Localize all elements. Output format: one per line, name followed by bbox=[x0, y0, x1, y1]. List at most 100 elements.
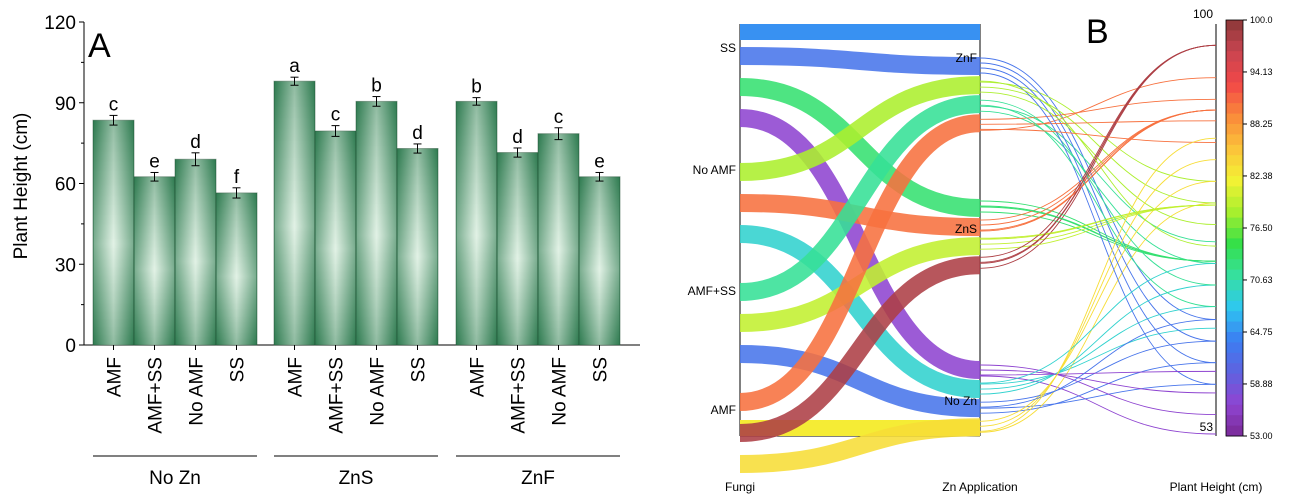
colorbar-segment bbox=[1226, 186, 1243, 198]
height-line bbox=[979, 383, 1217, 409]
height-line bbox=[979, 204, 1217, 250]
x-tick-label: SS bbox=[228, 357, 249, 382]
axis-label-plant-height: Plant Height (cm) bbox=[1170, 480, 1263, 494]
height-line bbox=[979, 81, 1217, 182]
significance-letter: a bbox=[289, 56, 300, 77]
axis-label-fungi: Fungi bbox=[725, 480, 755, 494]
height-line bbox=[979, 200, 1217, 262]
colorbar-tick-label: 88.25 bbox=[1250, 119, 1273, 129]
colorbar-segment bbox=[1226, 30, 1243, 42]
colorbar-segment bbox=[1226, 332, 1243, 343]
height-line bbox=[979, 340, 1217, 403]
colorbar-tick-label: 100.0 bbox=[1250, 15, 1273, 25]
height-line bbox=[979, 370, 1217, 376]
height-line bbox=[979, 306, 1217, 390]
colorbar-segment bbox=[1226, 92, 1243, 104]
fungi-node-label: No AMF bbox=[693, 163, 736, 177]
significance-letter: c bbox=[109, 94, 119, 115]
significance-letter: d bbox=[190, 132, 201, 153]
colorbar-segment bbox=[1226, 134, 1243, 146]
bar-shading bbox=[174, 158, 217, 346]
colorbar-segment bbox=[1226, 144, 1243, 156]
ribbon-amf-zns bbox=[739, 256, 981, 442]
bar-shading bbox=[92, 119, 135, 346]
colorbar-tick-label: 53.00 bbox=[1250, 431, 1273, 441]
axis-label-zn-application: Zn Application bbox=[942, 480, 1017, 494]
panel-label-a: A bbox=[88, 27, 111, 65]
height-line bbox=[979, 327, 1217, 385]
colorbar-segment bbox=[1226, 207, 1243, 219]
group-label: No Zn bbox=[149, 468, 201, 489]
colorbar-segment bbox=[1226, 384, 1243, 395]
height-line bbox=[979, 204, 1217, 239]
colorbar-segment bbox=[1226, 124, 1243, 135]
bar-shading bbox=[133, 176, 176, 346]
colorbar-segment bbox=[1226, 290, 1243, 302]
bar-shading bbox=[455, 100, 498, 346]
alluvial-chart-plant-height: B SS No AMF AMF+SS AMF ZnF ZnS No Zn 100 53 100.0… bbox=[688, 7, 1273, 494]
colorbar-segment bbox=[1226, 394, 1243, 406]
colorbar-segment bbox=[1226, 196, 1243, 208]
height-line bbox=[979, 77, 1217, 131]
zn-node-label: No Zn bbox=[944, 394, 977, 408]
colorbar-segment bbox=[1226, 72, 1243, 83]
colorbar-segment bbox=[1226, 311, 1243, 323]
fungi-node-label: AMF bbox=[711, 403, 736, 417]
y-tick-label: 90 bbox=[55, 94, 76, 115]
height-line bbox=[979, 137, 1217, 432]
x-tick-label: AMF+SS bbox=[509, 357, 530, 434]
colorbar-tick-label: 58.88 bbox=[1250, 379, 1273, 389]
zn-node-label: ZnF bbox=[956, 51, 977, 65]
x-tick-label: AMF bbox=[468, 357, 489, 397]
height-line bbox=[979, 319, 1217, 408]
height-line bbox=[979, 110, 1217, 264]
height-line bbox=[979, 105, 1217, 243]
bar-shading bbox=[537, 133, 580, 346]
colorbar-segment bbox=[1226, 321, 1243, 333]
x-tick-label: AMF bbox=[105, 357, 126, 397]
significance-letter: e bbox=[149, 151, 160, 172]
colorbar-tick-label: 82.38 bbox=[1250, 171, 1273, 181]
colorbar-segment bbox=[1226, 300, 1243, 312]
colorbar-segment bbox=[1226, 40, 1243, 52]
height-line bbox=[979, 362, 1217, 414]
height-line bbox=[979, 180, 1217, 422]
colorbar-segment bbox=[1226, 280, 1243, 291]
colorbar-tick-label: 64.75 bbox=[1250, 327, 1273, 337]
ribbon-ss-znf bbox=[739, 47, 981, 75]
height-max-label: 100 bbox=[1193, 7, 1213, 21]
zn-node-label: ZnS bbox=[955, 222, 977, 236]
panel-label-b: B bbox=[1086, 13, 1109, 51]
ribbon-no-amf-zns bbox=[739, 194, 981, 237]
colorbar-segment bbox=[1226, 352, 1243, 364]
colorbar-segment bbox=[1226, 20, 1243, 31]
ribbon-no-amf-no-zn bbox=[739, 225, 981, 399]
x-tick-label: SS bbox=[409, 357, 430, 382]
height-line bbox=[979, 375, 1217, 435]
height-line bbox=[979, 364, 1217, 416]
colorbar-tick-label: 70.63 bbox=[1250, 275, 1273, 285]
colorbar-segment bbox=[1226, 103, 1243, 115]
height-line bbox=[979, 44, 1217, 263]
colorbar-segment bbox=[1226, 217, 1243, 229]
colorbar-segment bbox=[1226, 228, 1243, 239]
height-line bbox=[979, 57, 1217, 320]
ribbon-amf-ss-no-zn bbox=[739, 345, 981, 418]
colorbar-segment bbox=[1226, 415, 1243, 427]
colorbar-segment bbox=[1226, 51, 1243, 63]
height-line bbox=[979, 80, 1217, 247]
height-line bbox=[979, 62, 1217, 342]
bar-shading bbox=[273, 80, 316, 346]
colorbar-segment bbox=[1226, 61, 1243, 73]
height-line bbox=[979, 99, 1217, 286]
plot-area-b: SS No AMF AMF+SS AMF ZnF ZnS No Zn 100 53 100.0 94… bbox=[688, 7, 1273, 473]
colorbar-segment bbox=[1226, 425, 1243, 437]
top-band bbox=[740, 24, 980, 40]
height-line bbox=[979, 262, 1217, 384]
height-line bbox=[979, 205, 1217, 262]
colorbar-segment bbox=[1226, 165, 1243, 177]
height-line bbox=[979, 202, 1217, 433]
colorbar-segment bbox=[1226, 404, 1243, 416]
bar-shading bbox=[215, 192, 258, 346]
bar-chart-plant-height: A Plant Height (cm) 0 30 60 90 120 c AMF e AMF+S… bbox=[11, 13, 640, 489]
